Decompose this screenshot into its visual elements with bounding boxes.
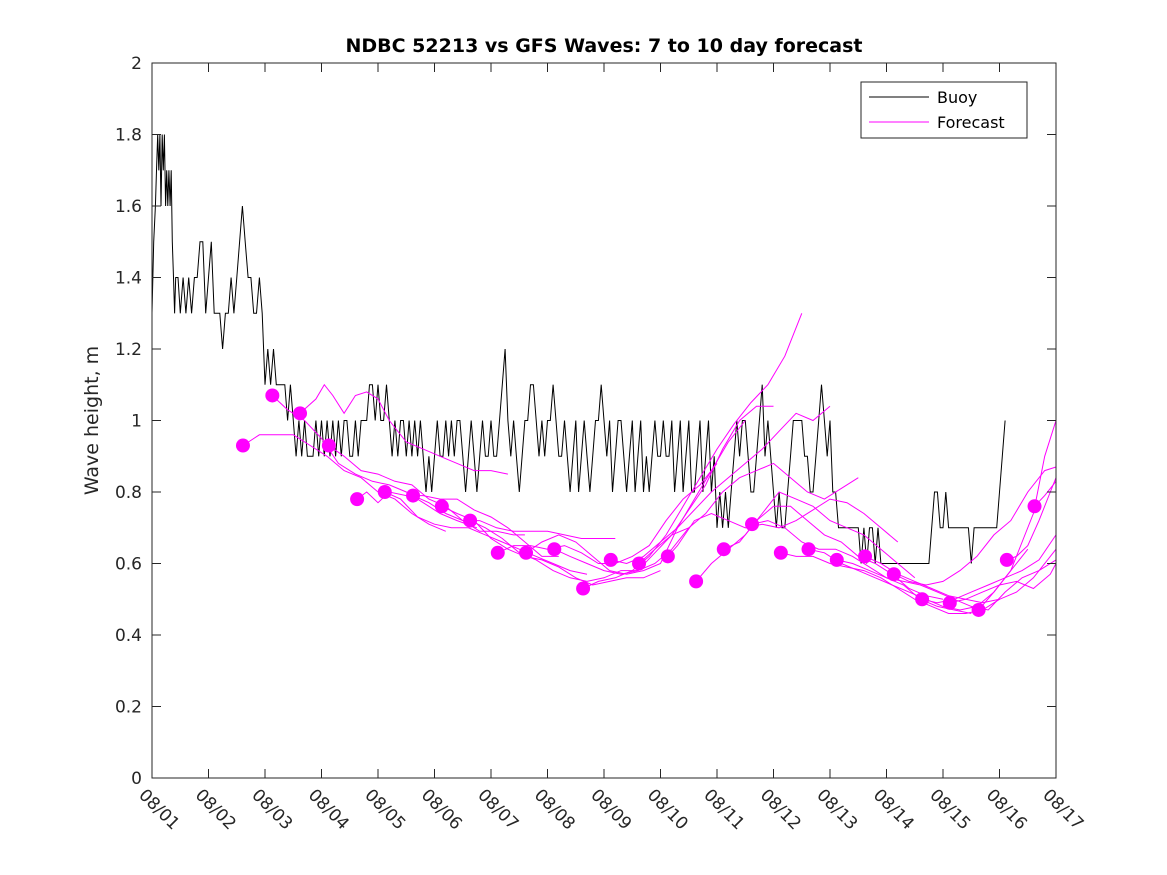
forecast-line <box>723 505 944 600</box>
legend-label-forecast: Forecast <box>937 113 1005 132</box>
legend: Buoy Forecast <box>860 81 1028 139</box>
forecast-marker <box>858 549 873 564</box>
forecast-marker <box>463 513 478 528</box>
y-axis-label: Wave height, m <box>81 346 103 495</box>
forecast-marker <box>235 438 250 453</box>
series-layer <box>151 134 1057 617</box>
forecast-line <box>554 405 774 575</box>
forecast-line <box>836 559 1057 611</box>
y-tick-label: 0.2 <box>115 698 142 718</box>
legend-box <box>860 81 1028 139</box>
forecast-line <box>299 383 509 475</box>
forecast-line <box>271 395 478 529</box>
y-tick-label: 2 <box>131 54 142 74</box>
forecast-marker <box>321 438 336 453</box>
y-tick-label: 1.2 <box>115 340 142 360</box>
forecast-marker <box>829 552 844 567</box>
y-tick-label: 1.8 <box>115 126 142 146</box>
forecast-marker <box>942 595 957 610</box>
forecast-line <box>610 405 831 565</box>
forecast-marker <box>490 545 505 560</box>
forecast-marker <box>1027 499 1042 514</box>
y-tick-label: 0.4 <box>115 626 142 646</box>
forecast-marker <box>576 581 591 596</box>
forecast-marker <box>293 406 308 421</box>
forecast-line <box>582 313 803 589</box>
forecast-marker <box>801 542 816 557</box>
forecast-marker <box>377 485 392 499</box>
y-tick-label: 0 <box>131 769 142 789</box>
forecast-line <box>893 466 1057 586</box>
forecast-marker <box>773 545 788 560</box>
forecast-line <box>695 491 916 582</box>
forecast-marker <box>971 602 986 617</box>
forecast-marker <box>999 552 1014 567</box>
forecast-line <box>525 420 746 575</box>
forecast-line <box>384 491 588 575</box>
forecast-line <box>1006 477 1057 561</box>
forecast-marker <box>660 549 675 564</box>
forecast-line <box>242 434 446 532</box>
y-tick-label: 0.6 <box>115 555 142 575</box>
y-tick-label: 1 <box>131 412 142 432</box>
forecast-marker <box>265 388 280 403</box>
forecast-marker <box>547 542 562 557</box>
forecast-marker <box>519 545 534 560</box>
forecast-line <box>978 420 1057 611</box>
buoy-line <box>151 134 1006 564</box>
forecast-line <box>412 495 616 539</box>
forecast-marker <box>350 492 365 507</box>
forecast-marker <box>689 574 704 589</box>
y-tick-label: 1.4 <box>115 269 142 289</box>
legend-label-buoy: Buoy <box>937 88 977 107</box>
forecast-line <box>638 462 859 564</box>
forecast-marker <box>915 592 930 607</box>
forecast-marker <box>632 556 647 571</box>
forecast-line <box>356 491 559 557</box>
y-tick-label: 1.6 <box>115 197 142 217</box>
forecast-marker <box>406 488 421 503</box>
chart-title: NDBC 52213 vs GFS Waves: 7 to 10 day for… <box>345 35 862 57</box>
forecast-line <box>667 498 899 557</box>
forecast-line <box>328 445 525 536</box>
y-tick-label: 0.8 <box>115 483 142 503</box>
forecast-marker <box>434 499 449 514</box>
forecast-marker <box>745 517 760 532</box>
forecast-line <box>469 520 690 582</box>
forecast-marker <box>603 552 618 567</box>
forecast-marker <box>716 542 731 557</box>
forecast-line <box>780 552 1000 614</box>
forecast-line <box>949 563 1057 604</box>
forecast-marker <box>886 567 901 582</box>
